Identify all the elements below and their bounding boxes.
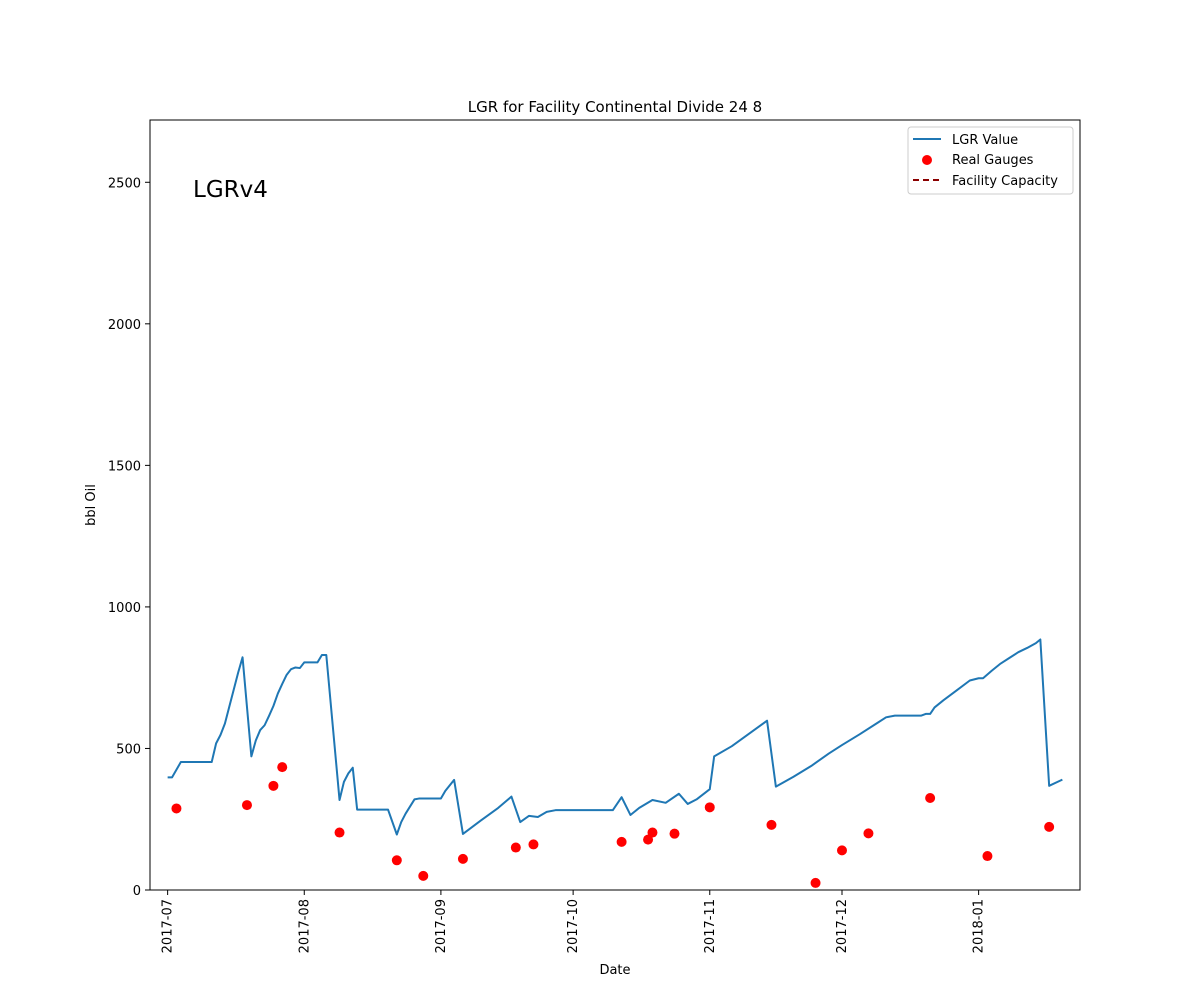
lgr-value-line — [167, 638, 1063, 836]
x-tick-label: 2017-09 — [434, 899, 449, 953]
x-axis-label: Date — [599, 963, 630, 978]
real-gauge-point — [982, 851, 993, 862]
model-annotation: LGRv4 — [193, 177, 268, 203]
x-tick-label: 2017-07 — [161, 899, 176, 953]
real-gauge-point — [334, 827, 345, 838]
legend: LGR Value Real Gauges Facility Capacity — [907, 126, 1074, 195]
real-gauge-point — [277, 762, 288, 773]
chart-title: LGR for Facility Continental Divide 24 8 — [468, 98, 762, 116]
real-gauge-point — [171, 803, 182, 814]
y-tick-label: 500 — [116, 742, 141, 757]
y-tick-label: 1000 — [108, 601, 141, 616]
real-gauge-point — [418, 870, 429, 881]
x-tick-label: 2018-01 — [972, 899, 987, 953]
x-tick-label: 2017-10 — [566, 899, 581, 953]
legend-label-lgr-value: LGR Value — [952, 133, 1018, 148]
real-gauge-point — [1044, 821, 1055, 832]
plot-frame — [149, 119, 1081, 891]
legend-marker-swatch — [922, 155, 932, 165]
real-gauge-point — [836, 845, 847, 856]
real-gauge-point — [669, 828, 680, 839]
real-gauge-point — [704, 802, 715, 813]
real-gauge-point — [925, 793, 936, 803]
real-gauge-point — [528, 839, 539, 850]
y-axis: 0 500 1000 1500 2000 2500 — [108, 176, 150, 899]
y-tick-label: 2500 — [108, 176, 141, 191]
y-tick-label: 0 — [133, 884, 141, 899]
real-gauge-point — [616, 836, 627, 847]
real-gauge-point — [647, 827, 658, 838]
real-gauge-point — [268, 780, 279, 791]
real-gauge-point — [457, 853, 468, 864]
y-tick-label: 2000 — [108, 318, 141, 333]
real-gauge-point — [863, 828, 874, 839]
y-tick-label: 1500 — [108, 459, 141, 474]
legend-box — [907, 126, 1074, 195]
x-tick-label: 2017-11 — [703, 899, 718, 953]
y-axis-label: bbl Oil — [84, 484, 99, 526]
plot-area — [149, 119, 1081, 891]
real-gauge-point — [810, 877, 821, 888]
real-gauge-point — [766, 819, 777, 830]
x-axis: 2017-07 2017-08 2017-09 2017-10 2017-11 2017-… — [161, 890, 987, 953]
series-layer — [167, 638, 1063, 888]
legend-label-facility-capacity: Facility Capacity — [952, 174, 1058, 189]
legend-label-real-gauges: Real Gauges — [952, 153, 1034, 168]
real-gauge-point — [510, 842, 521, 853]
x-tick-label: 2017-08 — [297, 899, 312, 953]
x-tick-label: 2017-12 — [835, 899, 850, 953]
real-gauge-point — [391, 855, 402, 866]
real-gauge-point — [241, 800, 252, 811]
